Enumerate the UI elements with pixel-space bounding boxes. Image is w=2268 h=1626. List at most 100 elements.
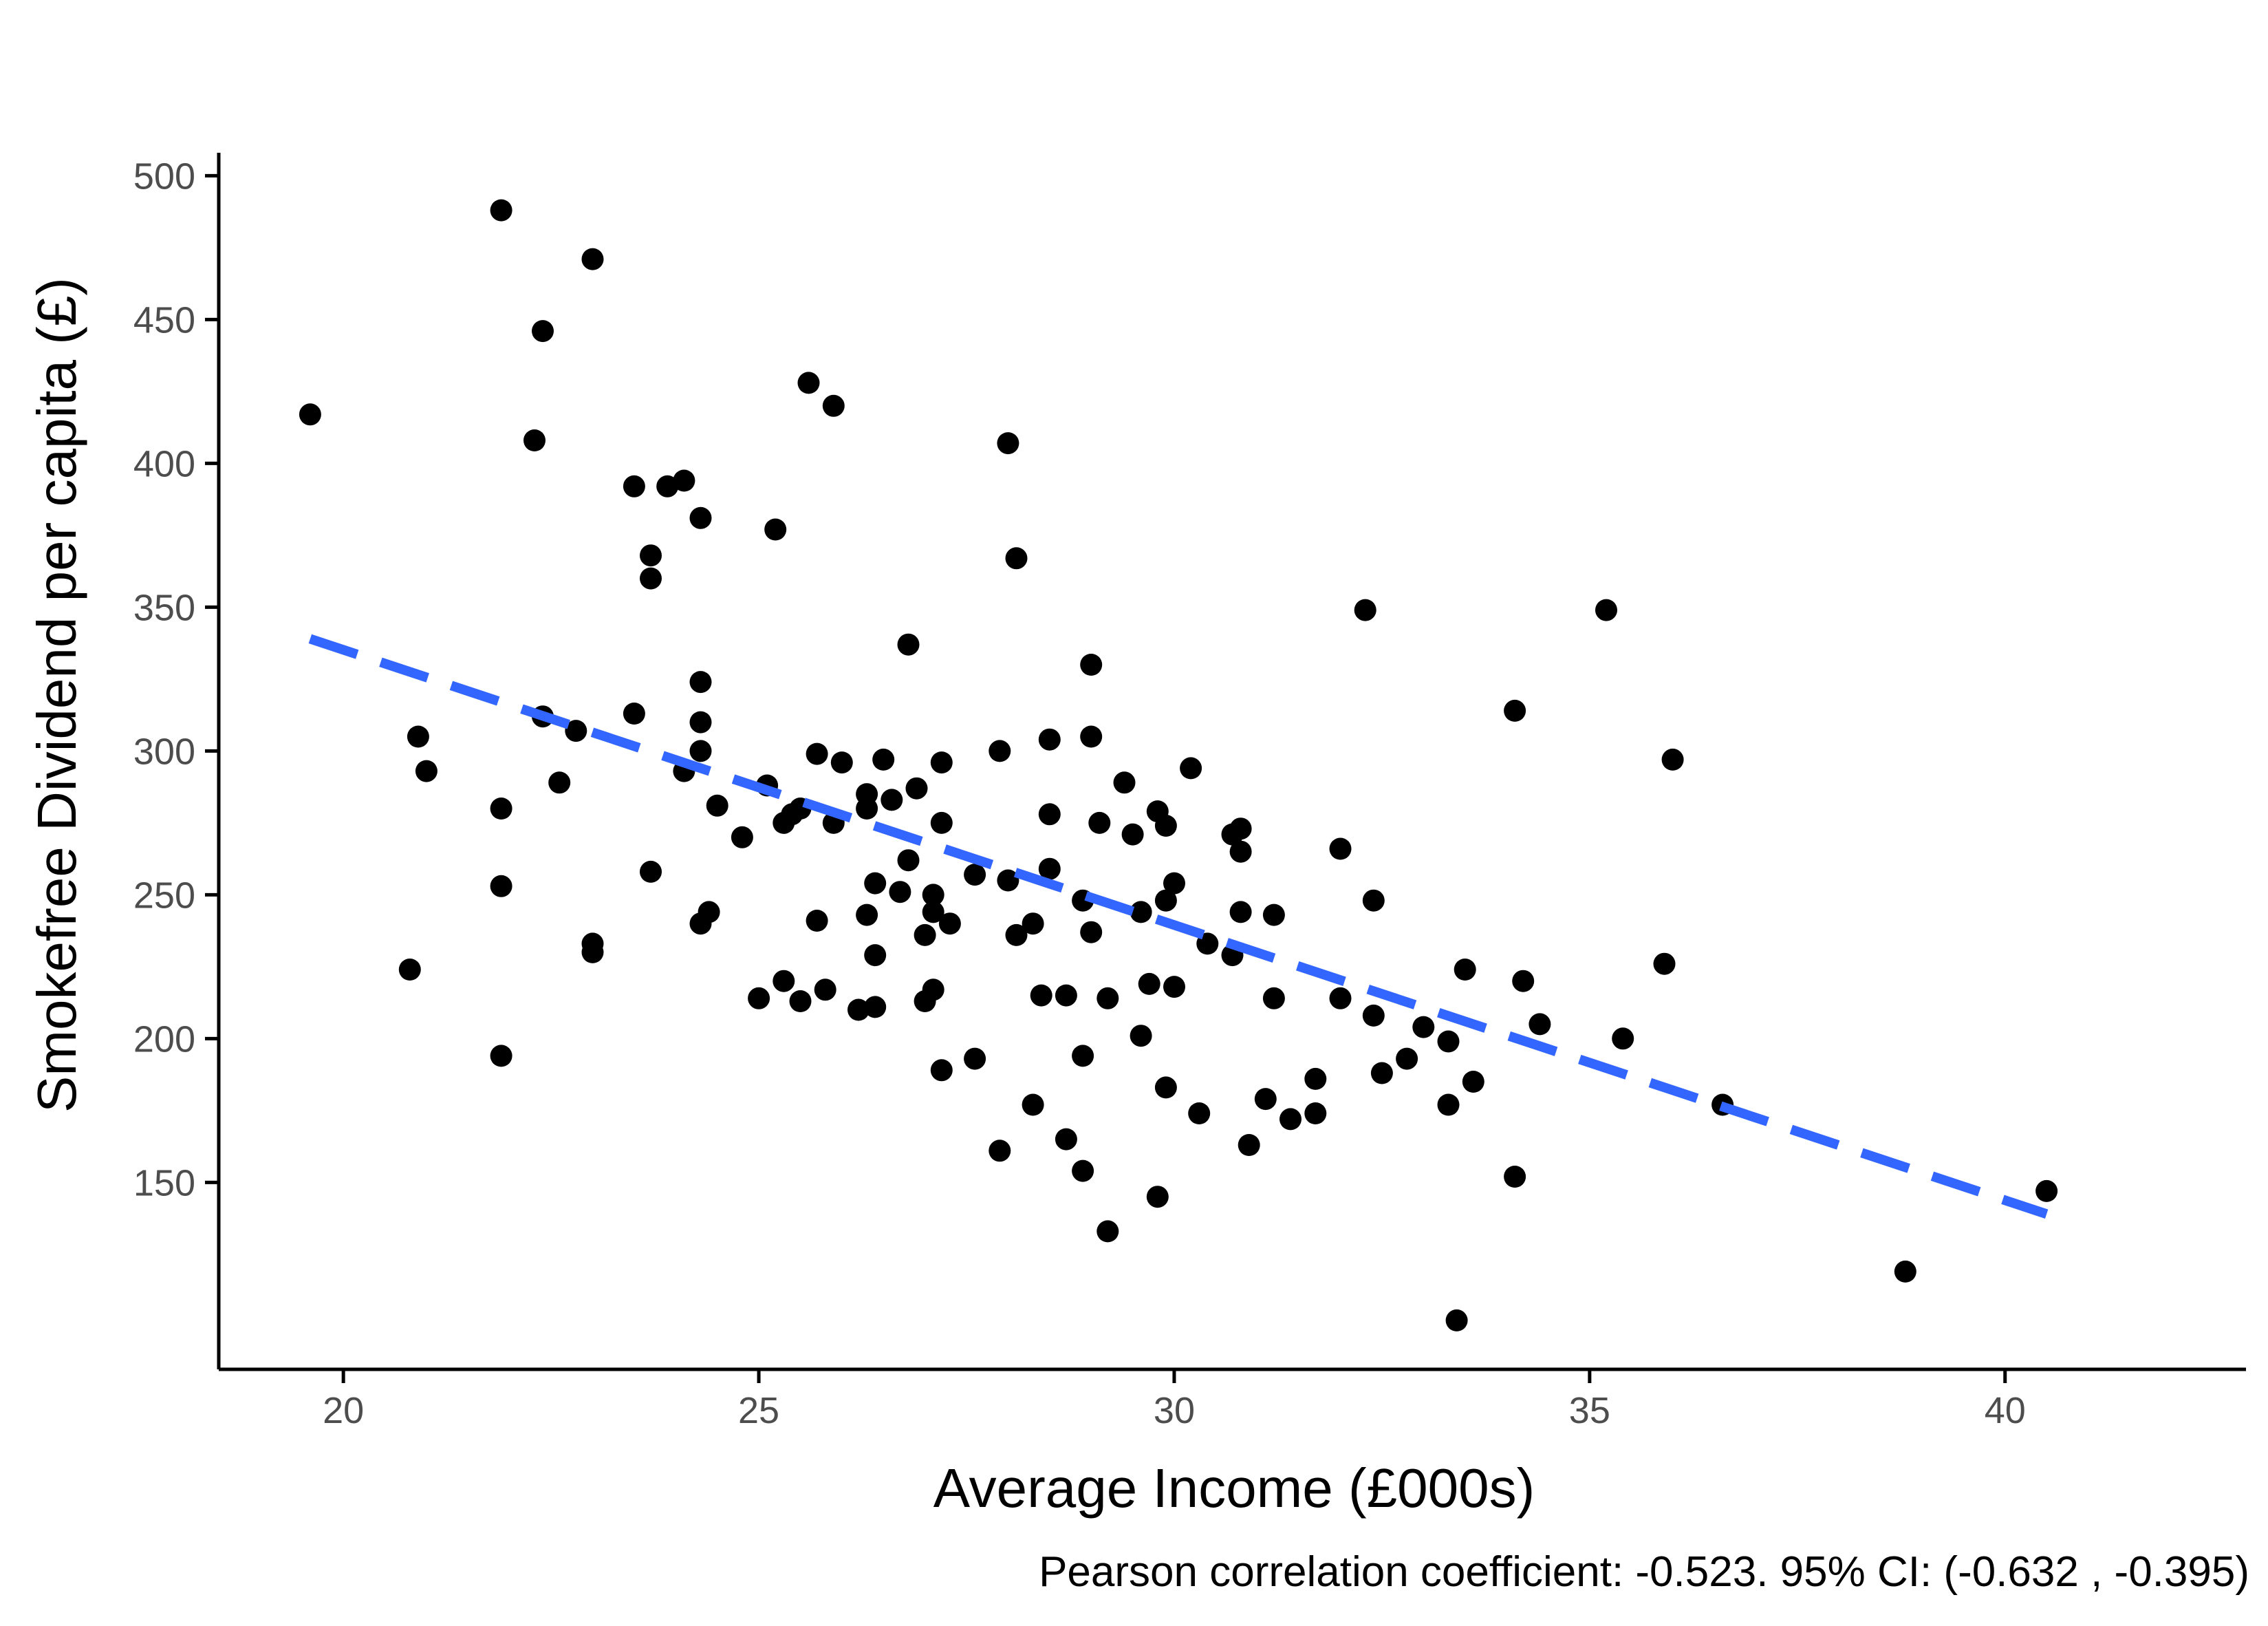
x-tick-label-40: 40 [1985,1390,2026,1431]
data-point-51 [864,872,887,895]
data-point-106 [1180,757,1202,780]
data-point-140 [1653,952,1676,975]
data-point-39 [789,990,812,1012]
data-point-125 [1362,1004,1385,1027]
data-points [299,199,2058,1331]
data-point-92 [1097,1220,1119,1243]
data-point-2 [407,725,429,748]
data-point-66 [930,811,953,834]
data-point-144 [2035,1179,2058,1202]
data-point-61 [914,923,936,946]
data-point-95 [1121,823,1144,846]
data-point-118 [1279,1108,1302,1131]
data-point-8 [523,429,546,451]
data-point-62 [922,884,944,906]
data-point-114 [1238,1134,1260,1156]
data-point-97 [1130,1025,1152,1047]
data-point-0 [299,403,321,426]
data-point-128 [1412,1016,1435,1038]
x-tick-label-30: 30 [1154,1390,1195,1431]
data-point-81 [1038,803,1061,826]
data-point-3 [415,760,438,782]
data-point-103 [1154,1076,1177,1099]
data-point-15 [581,932,604,955]
data-point-137 [1529,1013,1551,1036]
data-point-100 [1146,1186,1169,1208]
data-point-87 [1072,1159,1094,1182]
data-point-130 [1437,1030,1460,1053]
data-point-7 [490,1045,512,1067]
data-point-132 [1454,959,1476,981]
data-point-17 [623,703,645,725]
data-point-36 [773,970,795,992]
data-point-133 [1462,1071,1484,1093]
data-point-129 [1437,1093,1460,1116]
data-point-136 [1512,970,1535,992]
data-point-102 [1154,889,1177,912]
data-point-69 [964,864,986,886]
x-axis-title: Average Income (£000s) [933,1457,1535,1519]
data-point-126 [1370,1062,1393,1084]
data-point-26 [689,506,712,529]
data-point-68 [938,912,961,935]
data-point-24 [689,671,712,694]
data-point-40 [797,372,820,394]
data-point-93 [1097,987,1119,1009]
data-point-54 [872,748,895,771]
data-point-55 [881,789,903,811]
data-point-82 [1038,857,1061,880]
data-point-111 [1229,901,1252,923]
data-point-77 [1022,912,1044,935]
data-point-19 [640,567,662,590]
data-point-22 [673,469,695,492]
data-point-16 [623,475,645,498]
data-point-11 [548,771,571,794]
y-axis-title: Smokefree Dividend per capita (£) [26,277,87,1113]
data-point-138 [1595,599,1617,621]
y-tick-label-500: 500 [133,156,195,197]
data-point-101 [1154,815,1177,837]
data-point-143 [1894,1260,1916,1283]
correlation-caption: Pearson correlation coefficient: -0.523.… [1039,1548,2249,1596]
data-point-88 [1080,921,1103,943]
data-point-53 [864,996,887,1018]
data-point-80 [1038,728,1061,751]
data-point-105 [1163,976,1185,998]
data-point-120 [1304,1102,1327,1124]
x-axis-ticks: 20 25 30 35 40 [323,1369,2026,1431]
data-point-98 [1138,972,1160,995]
data-point-139 [1612,1027,1634,1050]
data-point-141 [1661,748,1684,771]
data-point-32 [748,987,770,1009]
y-tick-label-250: 250 [133,875,195,916]
data-point-67 [930,1059,953,1082]
data-point-115 [1254,1088,1277,1111]
data-point-107 [1188,1102,1211,1124]
y-tick-label-350: 350 [133,587,195,628]
data-point-41 [806,910,828,932]
x-tick-label-25: 25 [738,1390,779,1431]
data-point-50 [856,903,878,926]
data-point-75 [1005,547,1028,570]
y-tick-label-450: 450 [133,299,195,341]
data-point-10 [532,320,554,343]
data-point-90 [1080,725,1103,748]
data-point-96 [1130,901,1152,923]
data-point-21 [656,475,679,498]
data-point-135 [1504,1166,1526,1188]
data-point-43 [814,978,836,1001]
data-point-73 [997,432,1019,455]
data-point-42 [806,742,828,765]
data-point-13 [581,248,604,270]
data-point-49 [856,798,878,820]
data-point-56 [889,881,911,903]
data-point-31 [731,826,753,848]
data-point-119 [1304,1067,1327,1090]
data-point-74 [997,869,1019,892]
data-point-27 [689,711,712,734]
data-point-116 [1262,903,1285,926]
data-point-63 [922,901,944,923]
y-tick-label-400: 400 [133,443,195,484]
data-point-34 [764,518,787,541]
data-point-117 [1262,987,1285,1009]
